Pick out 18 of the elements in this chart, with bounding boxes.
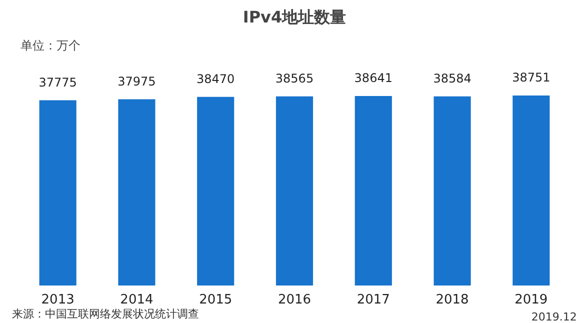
data-label: 38641 <box>354 71 392 86</box>
text: 2019.12 <box>531 310 577 323</box>
x-tick-label: 2014 <box>120 292 154 308</box>
data-label: 38565 <box>275 71 314 86</box>
source-note: 来源：中国互联网络发展状况统计调查 <box>12 308 200 320</box>
x-tick-label: 2015 <box>199 292 232 308</box>
chart-subtitle: 单位：万个 <box>20 38 80 52</box>
data-label: 38470 <box>196 72 235 86</box>
x-tick-label: 2019 <box>514 292 548 308</box>
data-label: 38584 <box>433 71 472 86</box>
data-label: 37775 <box>38 75 77 90</box>
data-label: 37975 <box>118 74 156 88</box>
data-label: 38751 <box>512 70 550 84</box>
x-tick-label: 2017 <box>356 292 390 308</box>
x-tick-label: 2018 <box>436 292 469 308</box>
x-tick-label: 2016 <box>278 292 312 308</box>
chart-title: IPv4地址数量 <box>242 8 346 26</box>
x-tick-label: 2013 <box>41 292 74 308</box>
